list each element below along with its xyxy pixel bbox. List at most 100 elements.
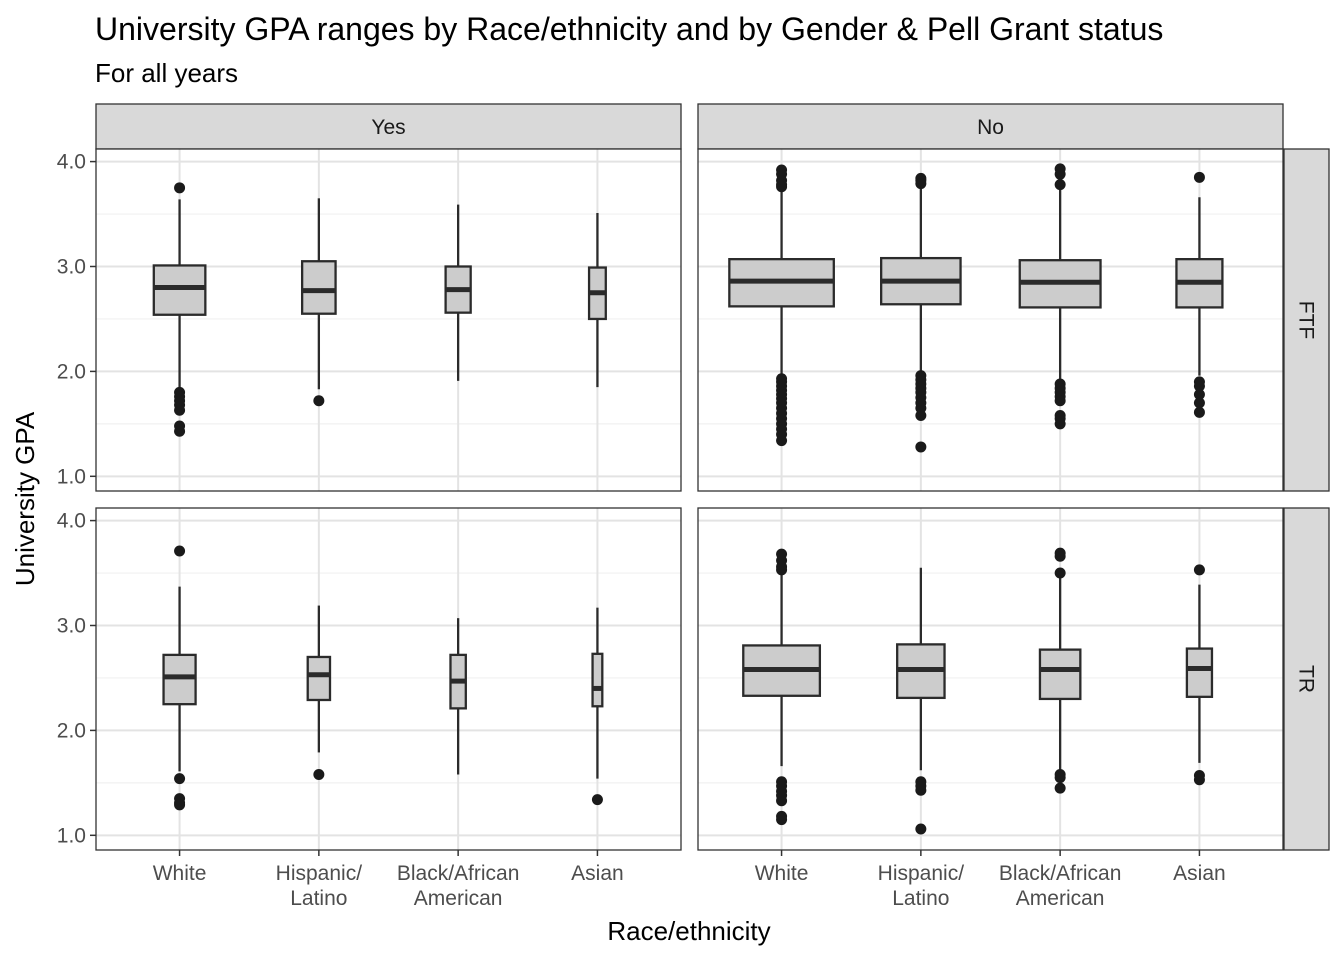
strip-yes (95, 103, 682, 150)
outlier-point (776, 795, 788, 807)
panel-yes-tr (95, 507, 682, 851)
box-black-african-american (444, 204, 472, 381)
outlier-point (776, 435, 788, 447)
x-tick-label-black-african-american: Black/African American (999, 862, 1122, 910)
box-black-african-american (1018, 163, 1102, 430)
x-tick-label-line: Black/African (999, 862, 1122, 885)
strip-label-ftf: FTF (1295, 301, 1318, 339)
strip-label-no: No (977, 116, 1004, 139)
box-hispanic-latino (300, 198, 337, 407)
y-tick-label: 4.0 (57, 151, 86, 174)
outlier-point (1193, 406, 1205, 418)
box-asian (1175, 171, 1224, 418)
outlier-point (313, 768, 325, 780)
box-iqr (300, 260, 337, 315)
x-tick-label-line: Asian (571, 862, 624, 885)
outlier-point (1193, 397, 1205, 409)
x-tick-label-asian: Asian (571, 862, 624, 885)
panel-border (697, 507, 1284, 851)
x-tick-label-line: Hispanic/ (878, 862, 965, 885)
x-tick-label-line: Latino (290, 887, 347, 910)
box-iqr (1038, 648, 1082, 701)
outlier-point (915, 409, 927, 421)
chart-title: University GPA ranges by Race/ethnicity … (95, 11, 1163, 47)
box-iqr (1185, 647, 1214, 698)
x-tick-label-white: White (755, 862, 809, 885)
x-tick-label-black-african-american: Black/African American (397, 862, 520, 910)
outlier-point (174, 799, 186, 811)
y-tick-label: 3.0 (57, 614, 86, 637)
outlier-point (1054, 168, 1066, 180)
y-tick-label: 1.0 (57, 824, 86, 847)
x-axis-label: Race/ethnicity (607, 916, 770, 946)
panel-border (95, 148, 682, 492)
outlier-point (1193, 774, 1205, 786)
box-iqr (306, 655, 332, 702)
x-tick-label-line: American (414, 887, 503, 910)
box-white (742, 548, 822, 826)
box-white (728, 164, 835, 447)
outlier-point (174, 404, 186, 416)
box-iqr (162, 653, 197, 706)
outlier-point (1054, 418, 1066, 430)
x-tick-label-line: Hispanic/ (276, 862, 363, 885)
box-black-african-american (1038, 547, 1082, 794)
y-tick-label: 1.0 (57, 465, 86, 488)
outlier-point (1054, 550, 1066, 562)
box-black-african-american (449, 618, 467, 775)
x-tick-label-line: Latino (892, 887, 949, 910)
outlier-point (174, 425, 186, 437)
box-white (162, 545, 197, 811)
box-asian (591, 607, 604, 806)
strip-tr (1283, 507, 1330, 851)
box-hispanic-latino (306, 605, 332, 780)
outlier-point (591, 794, 603, 806)
box-iqr (591, 652, 604, 708)
x-tick-label-asian: Asian (1173, 862, 1226, 885)
chart-subtitle: For all years (95, 58, 238, 88)
x-tick-label-line: Asian (1173, 862, 1226, 885)
outlier-point (174, 773, 186, 785)
outlier-point (776, 564, 788, 576)
outlier-point (174, 545, 186, 557)
panel-no-ftf (697, 148, 1284, 492)
outlier-point (1193, 388, 1205, 400)
x-tick-label-hispanic-latino: Hispanic/Latino (878, 862, 965, 910)
y-tick-label: 2.0 (57, 360, 86, 383)
outlier-point (776, 181, 788, 193)
outlier-point (1054, 179, 1066, 191)
box-hispanic-latino (896, 567, 946, 835)
x-tick-label-white: White (153, 862, 207, 885)
panel-no-tr (697, 507, 1284, 851)
panel-border (95, 507, 682, 851)
strip-label-tr: TR (1295, 665, 1318, 693)
box-iqr (152, 264, 207, 316)
box-hispanic-latino (880, 172, 962, 453)
outlier-point (1054, 395, 1066, 407)
outlier-point (313, 395, 325, 407)
x-tick-label-line: White (755, 862, 809, 885)
box-white (152, 182, 207, 437)
plot-area: Yes No FTF TR 1.0 2.0 3.0 4.0 1.0 2.0 3.0 4.0 White H… (57, 103, 1330, 910)
y-tick-label: 3.0 (57, 255, 86, 278)
outlier-point (915, 178, 927, 190)
outlier-point (1054, 772, 1066, 784)
x-tick-label-line: American (1016, 887, 1105, 910)
outlier-point (915, 441, 927, 453)
x-tick-label-hispanic-latino: Hispanic/Latino (276, 862, 363, 910)
outlier-point (915, 784, 927, 796)
strip-ftf (1283, 148, 1330, 492)
panel-border (697, 148, 1284, 492)
strip-label-yes: Yes (371, 116, 405, 139)
panel-background (96, 149, 681, 491)
outlier-point (1193, 564, 1205, 576)
outlier-point (915, 823, 927, 835)
box-asian (587, 212, 607, 388)
y-tick-label: 4.0 (57, 510, 86, 533)
y-tick-label: 2.0 (57, 719, 86, 742)
outlier-point (1054, 782, 1066, 794)
y-axis-label: University GPA (10, 411, 40, 586)
outlier-point (1193, 171, 1205, 183)
outlier-point (174, 182, 186, 194)
